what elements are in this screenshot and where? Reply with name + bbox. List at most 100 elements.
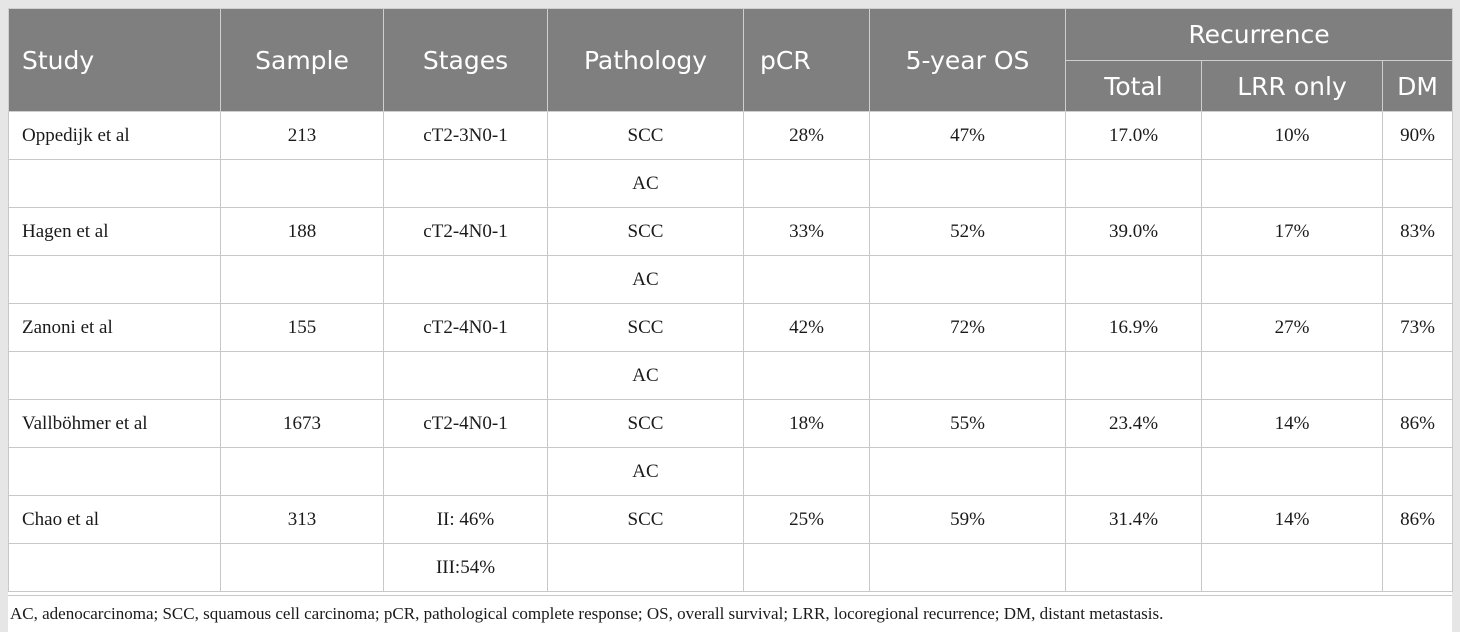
cell-dm: 83% xyxy=(1381,207,1454,256)
cell-sample: 188 xyxy=(220,207,384,256)
table-row: III:54% xyxy=(8,543,1454,592)
header-lrr-only: LRR only xyxy=(1201,60,1383,112)
cell-pcr: 33% xyxy=(743,207,870,256)
cell-5-year-os: 72% xyxy=(869,303,1066,352)
cell-5-year-os xyxy=(869,159,1066,208)
header-pcr: pCR xyxy=(743,8,870,112)
cell-dm: 86% xyxy=(1381,495,1454,544)
cell-pcr: 28% xyxy=(743,111,870,160)
table-header: Study Sample Stages Pathology pCR 5-year… xyxy=(8,8,1454,112)
header-5-year-os: 5-year OS xyxy=(869,8,1066,112)
cell-pcr: 18% xyxy=(743,399,870,448)
cell-sample: 1673 xyxy=(220,399,384,448)
table-row: Zanoni et al 155 cT2-4N0-1 SCC 42% 72% 16.9% 27… xyxy=(8,303,1454,352)
table-row: AC xyxy=(8,255,1454,304)
cell-5-year-os xyxy=(869,255,1066,304)
cell-pathology: SCC xyxy=(547,495,744,544)
table-row: Hagen et al 188 cT2-4N0-1 SCC 33% 52% 39.0% 17%… xyxy=(8,207,1454,256)
cell-recurrence-total xyxy=(1065,447,1202,496)
cell-lrr-only: 27% xyxy=(1201,303,1383,352)
cell-pathology: AC xyxy=(547,447,744,496)
cell-recurrence-total: 39.0% xyxy=(1065,207,1202,256)
cell-pcr xyxy=(743,255,870,304)
cell-sample xyxy=(220,255,384,304)
cell-pathology: AC xyxy=(547,351,744,400)
cell-dm xyxy=(1381,447,1454,496)
cell-study xyxy=(8,255,221,304)
header-dm: DM xyxy=(1381,60,1454,112)
cell-study xyxy=(8,543,221,592)
cell-stages: cT2-4N0-1 xyxy=(383,207,548,256)
cell-pcr: 25% xyxy=(743,495,870,544)
cell-pathology: AC xyxy=(547,159,744,208)
cell-study: Chao et al xyxy=(8,495,221,544)
cell-dm xyxy=(1381,255,1454,304)
cell-lrr-only xyxy=(1201,351,1383,400)
header-row-bottom: Total LRR only DM xyxy=(9,60,1454,112)
cell-study xyxy=(8,351,221,400)
cell-dm xyxy=(1381,351,1454,400)
cell-study: Hagen et al xyxy=(8,207,221,256)
cell-study xyxy=(8,447,221,496)
cell-recurrence-total: 16.9% xyxy=(1065,303,1202,352)
cell-recurrence-total xyxy=(1065,255,1202,304)
header-total: Total xyxy=(1065,60,1202,112)
cell-pcr xyxy=(743,351,870,400)
table-row: Oppedijk et al 213 cT2-3N0-1 SCC 28% 47% 17.0%… xyxy=(8,111,1454,160)
cell-lrr-only: 17% xyxy=(1201,207,1383,256)
cell-dm: 86% xyxy=(1381,399,1454,448)
study-comparison-table: Study Sample Stages Pathology pCR 5-year… xyxy=(8,8,1454,592)
cell-lrr-only: 14% xyxy=(1201,495,1383,544)
cell-5-year-os xyxy=(869,351,1066,400)
cell-recurrence-total xyxy=(1065,351,1202,400)
table-row: Chao et al 313 II: 46% SCC 25% 59% 31.4% 14% 86% xyxy=(8,495,1454,544)
cell-pcr: 42% xyxy=(743,303,870,352)
cell-5-year-os: 55% xyxy=(869,399,1066,448)
cell-dm: 90% xyxy=(1381,111,1454,160)
cell-lrr-only xyxy=(1201,447,1383,496)
table-row: Vallböhmer et al 1673 cT2-4N0-1 SCC 18% 55% 23… xyxy=(8,399,1454,448)
cell-dm xyxy=(1381,543,1454,592)
table-row: AC xyxy=(8,447,1454,496)
cell-5-year-os: 47% xyxy=(869,111,1066,160)
cell-stages xyxy=(383,159,548,208)
header-study: Study xyxy=(8,8,221,112)
cell-stages: cT2-4N0-1 xyxy=(383,399,548,448)
cell-pathology xyxy=(547,543,744,592)
cell-stages xyxy=(383,447,548,496)
cell-sample xyxy=(220,351,384,400)
table-footnote: AC, adenocarcinoma; SCC, squamous cell c… xyxy=(8,595,1452,632)
cell-stages: cT2-3N0-1 xyxy=(383,111,548,160)
cell-recurrence-total xyxy=(1065,543,1202,592)
table-row: AC xyxy=(8,159,1454,208)
table-row: AC xyxy=(8,351,1454,400)
cell-stages: III:54% xyxy=(383,543,548,592)
header-recurrence: Recurrence xyxy=(1064,8,1454,61)
cell-stages xyxy=(383,255,548,304)
cell-study: Oppedijk et al xyxy=(8,111,221,160)
cell-study: Vallböhmer et al xyxy=(8,399,221,448)
header-sample: Sample xyxy=(220,8,384,112)
cell-recurrence-total xyxy=(1065,159,1202,208)
cell-lrr-only xyxy=(1201,255,1383,304)
cell-pathology: SCC xyxy=(547,399,744,448)
cell-dm: 73% xyxy=(1381,303,1454,352)
cell-pathology: SCC xyxy=(547,303,744,352)
header-row-top: Study Sample Stages Pathology pCR 5-year… xyxy=(8,8,1454,112)
cell-lrr-only xyxy=(1201,543,1383,592)
cell-pcr xyxy=(743,447,870,496)
table-body: Oppedijk et al 213 cT2-3N0-1 SCC 28% 47% 17.0%… xyxy=(8,111,1454,592)
cell-pathology: SCC xyxy=(547,207,744,256)
cell-sample xyxy=(220,447,384,496)
cell-study xyxy=(8,159,221,208)
cell-recurrence-total: 17.0% xyxy=(1065,111,1202,160)
cell-5-year-os xyxy=(869,447,1066,496)
header-pathology: Pathology xyxy=(547,8,744,112)
cell-lrr-only xyxy=(1201,159,1383,208)
cell-lrr-only: 14% xyxy=(1201,399,1383,448)
header-stages: Stages xyxy=(383,8,548,112)
cell-pathology: AC xyxy=(547,255,744,304)
cell-sample: 155 xyxy=(220,303,384,352)
cell-pcr xyxy=(743,159,870,208)
cell-lrr-only: 10% xyxy=(1201,111,1383,160)
